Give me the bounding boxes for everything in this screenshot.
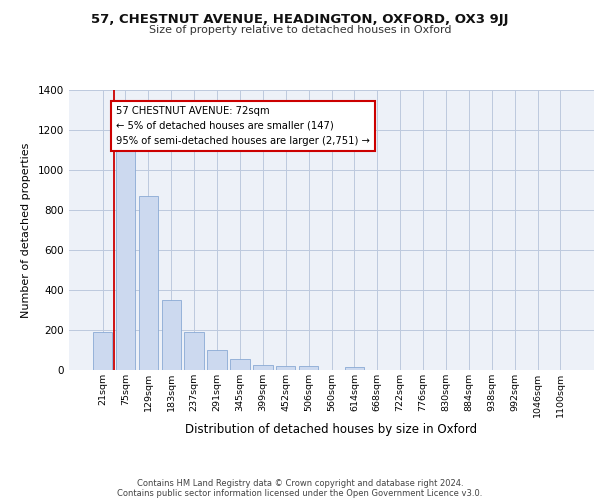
Bar	[93, 332, 112, 370]
Text: 57 CHESTNUT AVENUE: 72sqm
← 5% of detached houses are smaller (147)
95% of semi-: 57 CHESTNUT AVENUE: 72sqm ← 5% of detach…	[116, 106, 370, 146]
Bar	[161, 300, 181, 370]
Bar	[208, 350, 227, 370]
Y-axis label: Number of detached properties: Number of detached properties	[21, 142, 31, 318]
X-axis label: Distribution of detached houses by size in Oxford: Distribution of detached houses by size …	[185, 422, 478, 436]
Bar	[116, 146, 135, 370]
Bar	[184, 332, 204, 370]
Text: Size of property relative to detached houses in Oxford: Size of property relative to detached ho…	[149, 25, 451, 35]
Bar	[299, 366, 319, 370]
Text: Contains public sector information licensed under the Open Government Licence v3: Contains public sector information licen…	[118, 488, 482, 498]
Bar	[253, 365, 272, 370]
Text: Contains HM Land Registry data © Crown copyright and database right 2024.: Contains HM Land Registry data © Crown c…	[137, 478, 463, 488]
Bar	[276, 366, 295, 370]
Text: 57, CHESTNUT AVENUE, HEADINGTON, OXFORD, OX3 9JJ: 57, CHESTNUT AVENUE, HEADINGTON, OXFORD,…	[91, 12, 509, 26]
Bar	[139, 196, 158, 370]
Bar	[230, 359, 250, 370]
Bar	[344, 368, 364, 370]
